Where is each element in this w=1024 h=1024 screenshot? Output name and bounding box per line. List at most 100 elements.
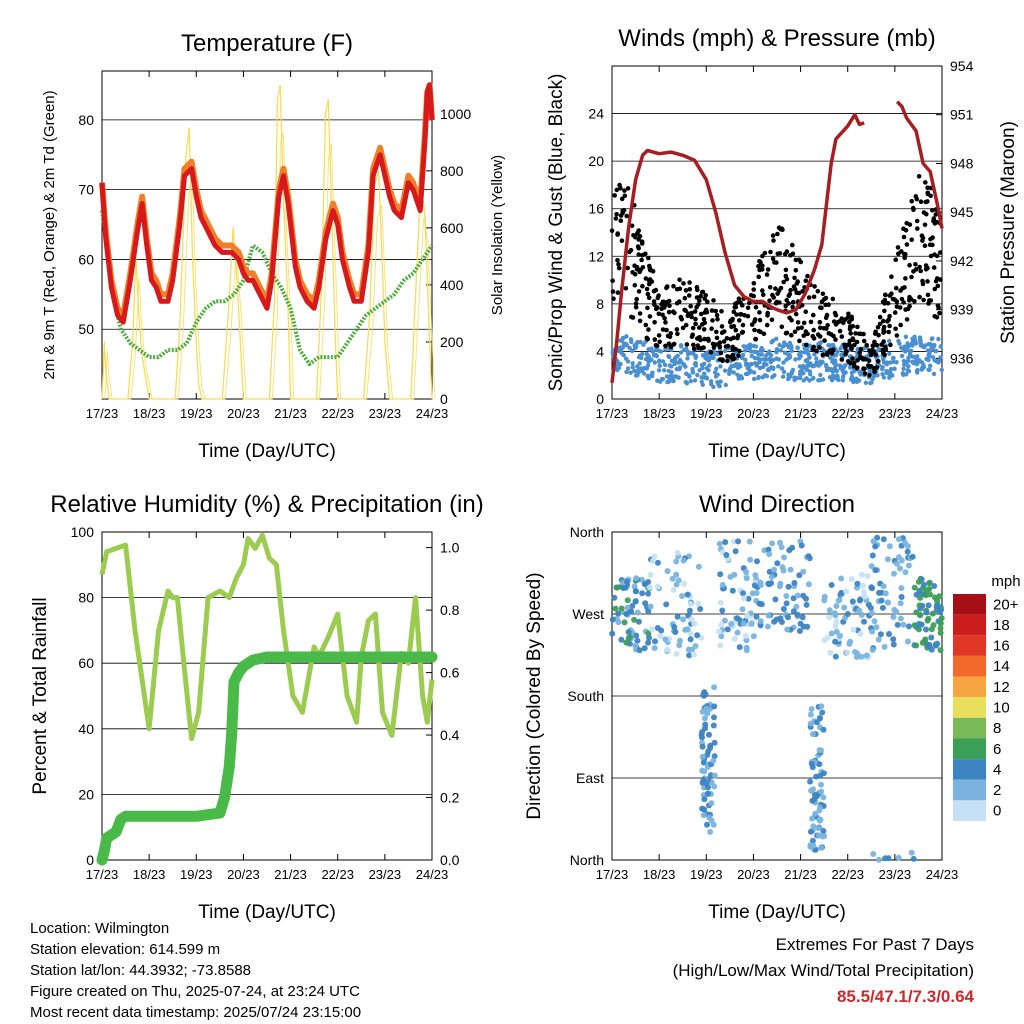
gust-point	[630, 270, 635, 275]
wind-point	[722, 368, 728, 373]
direction-point	[881, 643, 888, 650]
wind-point	[771, 366, 776, 371]
y-tick-label-3: South	[567, 688, 604, 704]
direction-point	[816, 804, 823, 811]
direction-point	[805, 553, 812, 560]
direction-point	[869, 552, 876, 559]
wind-point	[714, 366, 719, 371]
gust-point	[843, 352, 848, 357]
direction-point	[878, 597, 885, 604]
direction-point	[904, 638, 911, 645]
direction-point	[854, 650, 861, 657]
colorbar-label: 14	[993, 658, 1010, 675]
gust-point	[714, 313, 720, 318]
wind-point	[735, 372, 740, 377]
y-tick-label-1: 16	[588, 201, 604, 217]
direction-point	[654, 583, 661, 590]
direction-point	[893, 560, 900, 567]
gust-point	[837, 328, 843, 334]
direction-point	[836, 597, 842, 604]
gust-point	[693, 316, 698, 322]
gust-point	[677, 299, 682, 304]
wind-point	[797, 356, 802, 361]
gust-point	[886, 317, 891, 323]
direction-point	[797, 620, 804, 627]
gust-point	[636, 245, 641, 251]
gust-point	[911, 269, 916, 274]
wind-point	[899, 353, 905, 359]
direction-point	[618, 605, 625, 612]
wind-point	[928, 363, 933, 368]
direction-point	[702, 721, 709, 728]
gust-point	[651, 299, 657, 304]
gust-point	[749, 322, 755, 327]
gust-point	[740, 322, 746, 328]
gust-point	[839, 316, 844, 321]
direction-point	[711, 684, 718, 691]
gust-point	[842, 317, 848, 322]
gust-point	[708, 349, 714, 355]
direction-point	[771, 566, 777, 573]
gust-point	[671, 341, 677, 347]
wind-point	[678, 344, 684, 349]
direction-point	[632, 642, 639, 649]
direction-point	[632, 598, 639, 605]
series-solar-line	[101, 84, 433, 400]
wind-point	[915, 361, 920, 366]
direction-point	[803, 595, 809, 602]
direction-point	[838, 589, 845, 596]
colorbar-label: 2	[993, 782, 1001, 799]
gust-point	[882, 308, 887, 314]
wind-point	[741, 344, 746, 349]
gust-point	[853, 331, 858, 336]
colorbar-swatch	[953, 594, 986, 615]
direction-point	[734, 629, 741, 636]
direction-point	[926, 579, 933, 586]
gust-point	[798, 259, 804, 265]
direction-point	[799, 614, 806, 621]
wind-point	[933, 349, 938, 354]
gust-point	[619, 196, 625, 202]
gust-point	[902, 251, 907, 257]
chart-title-0: Temperature (F)	[181, 30, 353, 57]
x-tick-label-1: 18/23	[643, 406, 676, 421]
gust-point	[795, 320, 801, 325]
wind-point	[669, 364, 674, 369]
gust-point	[615, 258, 620, 263]
direction-point	[673, 558, 680, 565]
direction-point	[808, 706, 815, 712]
gust-point	[784, 249, 790, 254]
gust-point	[817, 325, 823, 331]
direction-point	[740, 620, 747, 627]
x-tick-label-0: 20/23	[227, 406, 260, 421]
direction-point	[913, 609, 920, 616]
gust-point	[671, 283, 676, 289]
wind-point	[788, 343, 794, 348]
wind-point	[907, 352, 913, 357]
direction-point	[904, 543, 911, 550]
direction-point	[672, 629, 679, 635]
gust-point	[836, 319, 842, 324]
direction-point	[694, 632, 701, 639]
x-tick-label-1: 23/23	[879, 406, 912, 421]
gust-point	[938, 277, 943, 282]
gust-point	[664, 285, 669, 291]
gust-point	[664, 327, 669, 333]
wind-point	[650, 370, 655, 375]
direction-point	[859, 582, 866, 589]
gust-point	[656, 311, 662, 317]
wind-point	[692, 378, 698, 383]
wind-point	[901, 366, 906, 371]
gust-point	[752, 327, 757, 333]
wind-point	[756, 352, 761, 357]
gust-point	[817, 334, 823, 339]
direction-point	[612, 605, 619, 612]
wind-point	[764, 362, 769, 367]
direction-point	[764, 623, 771, 630]
direction-point	[816, 817, 823, 824]
gust-point	[851, 361, 857, 366]
direction-point	[757, 582, 764, 589]
gust-point	[933, 212, 939, 217]
gust-point	[721, 329, 727, 334]
gust-point	[825, 351, 830, 357]
